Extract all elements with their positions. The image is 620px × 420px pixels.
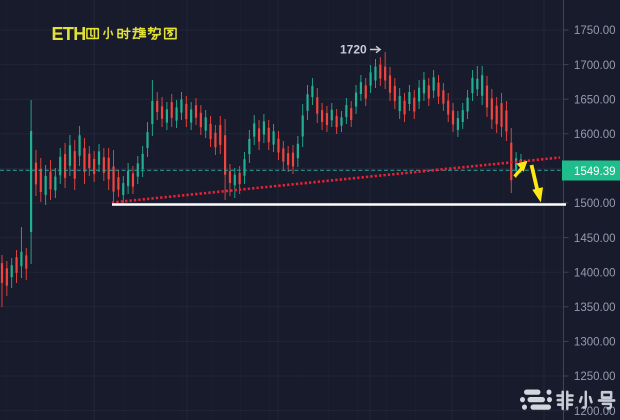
svg-text:ETH: ETH <box>52 24 86 44</box>
svg-text:1400.00: 1400.00 <box>574 267 616 279</box>
svg-text:1250.00: 1250.00 <box>574 371 616 383</box>
svg-text:1450.00: 1450.00 <box>574 233 616 245</box>
svg-text:1549.39: 1549.39 <box>574 166 616 178</box>
svg-text:1500.00: 1500.00 <box>574 198 616 210</box>
svg-text:1720: 1720 <box>340 43 367 57</box>
svg-text:1650.00: 1650.00 <box>574 94 616 106</box>
svg-text:1300.00: 1300.00 <box>574 337 616 349</box>
svg-text:1750.00: 1750.00 <box>574 25 616 37</box>
svg-text:1600.00: 1600.00 <box>574 129 616 141</box>
svg-text:1700.00: 1700.00 <box>574 60 616 72</box>
svg-text:1350.00: 1350.00 <box>574 302 616 314</box>
